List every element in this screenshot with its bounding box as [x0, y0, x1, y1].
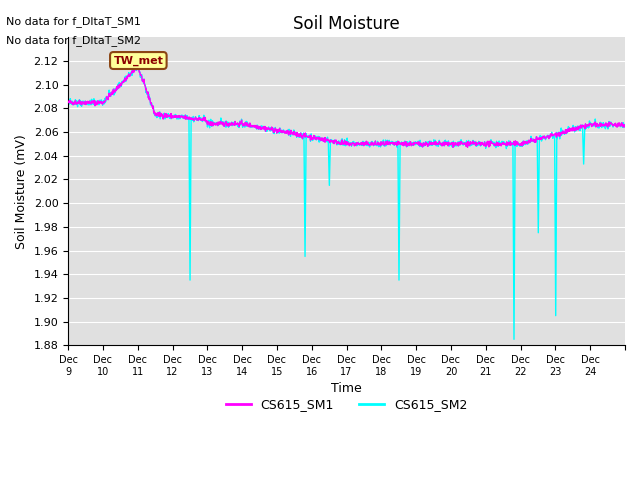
- Legend: CS615_SM1, CS615_SM2: CS615_SM1, CS615_SM2: [221, 393, 472, 416]
- Text: TW_met: TW_met: [113, 55, 163, 66]
- Text: No data for f_DltaT_SM2: No data for f_DltaT_SM2: [6, 35, 141, 46]
- Y-axis label: Soil Moisture (mV): Soil Moisture (mV): [15, 134, 28, 249]
- Title: Soil Moisture: Soil Moisture: [293, 15, 400, 33]
- Text: No data for f_DltaT_SM1: No data for f_DltaT_SM1: [6, 16, 141, 27]
- X-axis label: Time: Time: [332, 382, 362, 395]
